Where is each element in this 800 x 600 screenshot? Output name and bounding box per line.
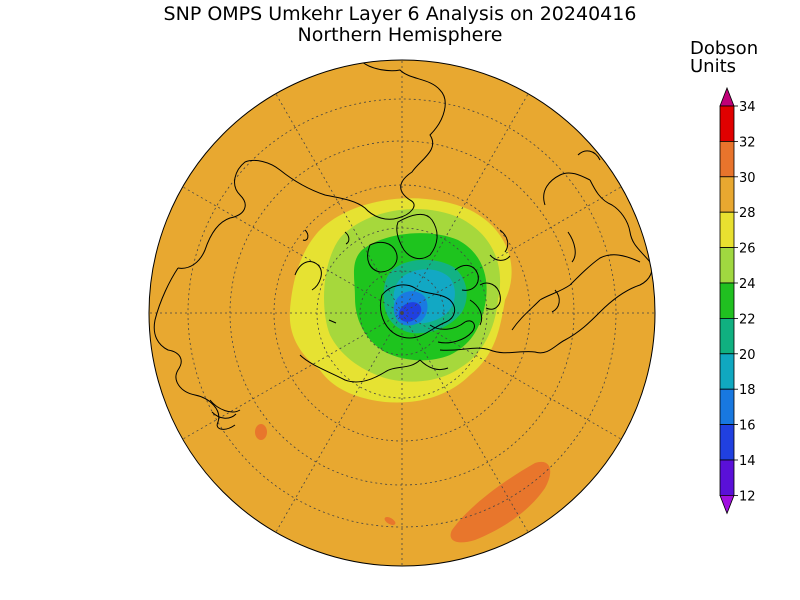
colorbar-swatch bbox=[719, 140, 735, 178]
colorbar-swatch bbox=[719, 317, 735, 355]
colorbar-swatch bbox=[719, 105, 735, 142]
contour-30-32-small bbox=[384, 517, 396, 525]
colorbar-swatch bbox=[719, 459, 735, 496]
colorbar-tick-label: 26 bbox=[739, 242, 756, 257]
colorbar-arrow-bottom bbox=[719, 494, 735, 515]
colorbar-swatch bbox=[719, 176, 735, 213]
colorbar-tick-label: 32 bbox=[739, 135, 756, 150]
map-title: SNP OMPS Umkehr Layer 6 Analysis on 2024… bbox=[163, 3, 637, 25]
colorbar-arrow-top bbox=[719, 86, 735, 107]
longitude-lines bbox=[149, 60, 655, 566]
contour-30-32-pacific bbox=[450, 461, 551, 543]
colorbar-tick-label: 24 bbox=[739, 277, 756, 292]
colorbar-units: Dobson Units bbox=[690, 40, 758, 76]
colorbar-tick-label: 18 bbox=[739, 383, 756, 398]
contour-14-16 bbox=[398, 302, 422, 322]
colorbar-swatch bbox=[719, 211, 735, 248]
map-disc bbox=[149, 60, 655, 566]
colorbar-tick-label: 20 bbox=[739, 348, 756, 363]
colorbar-swatch bbox=[719, 424, 735, 461]
colorbar-tick-label: 34 bbox=[739, 100, 756, 115]
colorbar-unit-line1: Dobson bbox=[690, 38, 759, 59]
colorbar-tick-label: 16 bbox=[739, 419, 756, 434]
colorbar-swatch bbox=[719, 353, 735, 390]
colorbar-swatch bbox=[719, 247, 735, 284]
colorbar-swatch bbox=[719, 388, 735, 426]
colorbar-tick-label: 30 bbox=[739, 171, 756, 186]
colorbar-tick-label: 28 bbox=[739, 206, 756, 221]
colorbar-swatch bbox=[719, 282, 735, 319]
colorbar-unit-line2: Units bbox=[690, 56, 737, 77]
colorbar-tick-label: 22 bbox=[739, 312, 756, 327]
coastlines bbox=[153, 60, 653, 430]
map-subtitle: Northern Hemisphere bbox=[297, 24, 503, 46]
contour-30-32-atlantic bbox=[255, 424, 267, 440]
colorbar-tick-label: 12 bbox=[739, 489, 756, 504]
colorbar-tick-label: 14 bbox=[739, 454, 756, 469]
colorbar: 34 32 30 28 26 24 22 20 18 16 14 12 bbox=[719, 86, 756, 515]
map-border bbox=[148, 59, 656, 567]
